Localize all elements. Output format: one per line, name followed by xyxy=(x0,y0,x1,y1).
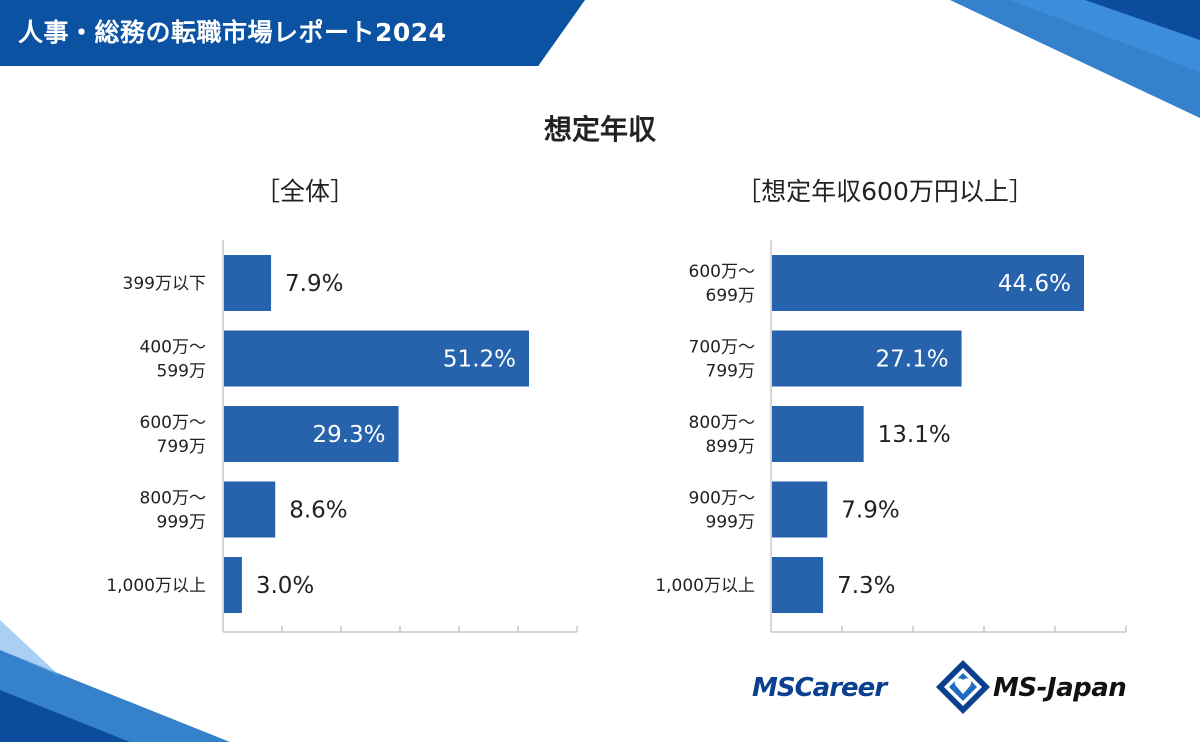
data-label: 8.6% xyxy=(289,498,347,524)
bar xyxy=(772,557,824,613)
bar xyxy=(224,481,276,538)
category-label: 900万～ xyxy=(689,489,755,509)
category-label: 600万～ xyxy=(140,413,206,433)
bar xyxy=(224,406,399,462)
data-label: 7.3% xyxy=(837,573,895,599)
category-label: 599万 xyxy=(157,362,206,382)
main-title: 想定年収 xyxy=(543,113,656,146)
category-label: 1,000万以上 xyxy=(655,576,755,596)
data-label: 7.9% xyxy=(285,271,343,297)
data-label: 29.3% xyxy=(312,422,385,448)
category-label: 999万 xyxy=(157,513,206,533)
category-label: 400万～ xyxy=(140,338,206,358)
chart-title-left: ［全体］ xyxy=(254,177,355,206)
data-label: 3.0% xyxy=(256,573,314,599)
mscareer-logo: MSCareer xyxy=(752,673,887,703)
category-label: 999万 xyxy=(706,513,755,533)
ms-japan-diamond-icon xyxy=(936,660,990,714)
category-label: 700万～ xyxy=(689,338,755,358)
bar xyxy=(772,481,828,538)
bar xyxy=(224,557,242,613)
category-label: 600万～ xyxy=(689,262,755,282)
bar xyxy=(772,255,1084,311)
category-label: 800万～ xyxy=(689,413,755,433)
header-banner xyxy=(0,0,585,66)
category-label: 799万 xyxy=(157,437,206,457)
ms-japan-logo: MS-Japan xyxy=(993,673,1127,703)
category-label: 699万 xyxy=(706,286,755,306)
data-label: 13.1% xyxy=(878,422,951,448)
category-label: 399万以下 xyxy=(123,274,206,294)
data-label: 27.1% xyxy=(876,347,949,373)
category-label: 799万 xyxy=(706,362,755,382)
data-label: 44.6% xyxy=(998,271,1071,297)
category-label: 1,000万以上 xyxy=(106,576,206,596)
bar xyxy=(772,406,864,462)
report-title: 人事・総務の転職市場レポート2024 xyxy=(18,18,447,47)
category-label: 899万 xyxy=(706,437,755,457)
bar xyxy=(772,330,962,387)
data-label: 7.9% xyxy=(841,498,899,524)
category-label: 800万～ xyxy=(140,489,206,509)
bar xyxy=(224,330,529,387)
bar xyxy=(224,255,272,311)
data-label: 51.2% xyxy=(443,347,516,373)
chart-title-right: ［想定年収600万円以上］ xyxy=(736,177,1034,206)
